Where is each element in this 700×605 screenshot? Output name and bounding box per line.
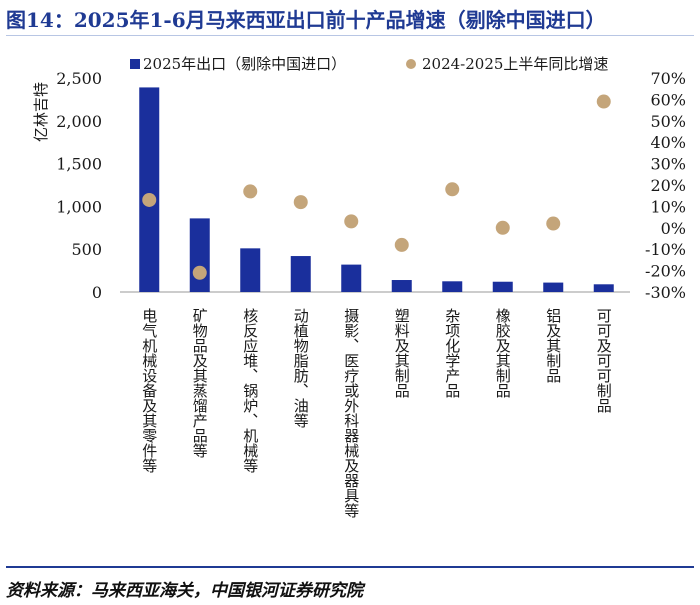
x-axis-categories: 电气机械设备及其零件等 矿物品及其蒸馏产品等 核反应堆、锅炉、机械等 动植物脂肪、油等… bbox=[140, 308, 613, 518]
bar-series bbox=[139, 87, 614, 292]
bar bbox=[442, 281, 463, 292]
bar bbox=[593, 284, 614, 292]
y-tick-label: 0 bbox=[92, 283, 102, 302]
y2-tick-label: 0% bbox=[661, 219, 686, 238]
x-category-label: 橡胶及其制品 bbox=[494, 308, 512, 398]
x-category-label: 杂项化学产品 bbox=[443, 308, 461, 398]
legend-bar-swatch bbox=[130, 59, 140, 69]
y2-tick-label: 70% bbox=[650, 69, 686, 88]
bar bbox=[492, 281, 513, 292]
bar bbox=[240, 248, 261, 292]
x-category-label: 动植物脂肪、油等 bbox=[292, 308, 310, 428]
y2-tick-label: 40% bbox=[650, 133, 686, 152]
y-tick-label: 2,000 bbox=[56, 112, 102, 131]
y-tick-label: 1,000 bbox=[56, 197, 102, 216]
x-category-label: 摄影、医疗或外科器械及器具等 bbox=[342, 308, 360, 518]
x-category-label: 电气机械设备及其零件等 bbox=[140, 308, 158, 473]
y-axis-left: 2,500 2,000 1,500 1,000 500 0 bbox=[56, 69, 102, 302]
bar bbox=[543, 282, 564, 292]
growth-dot bbox=[243, 184, 258, 199]
x-category-label: 矿物品及其蒸馏产品等 bbox=[191, 308, 209, 458]
x-category-label: 可可及可可制品 bbox=[595, 308, 613, 413]
y2-tick-label: -30% bbox=[645, 283, 686, 302]
growth-dot bbox=[596, 94, 611, 109]
bar bbox=[391, 280, 412, 292]
growth-dot bbox=[192, 265, 207, 280]
y2-tick-label: 60% bbox=[650, 90, 686, 109]
bar bbox=[341, 264, 362, 292]
growth-dot bbox=[142, 192, 157, 207]
bar bbox=[290, 256, 311, 292]
legend: 2025年出口（剔除中国进口） 2024-2025上半年同比增速 bbox=[130, 55, 608, 73]
chart: 2025年出口（剔除中国进口） 2024-2025上半年同比增速 亿林吉特 2,… bbox=[32, 55, 686, 518]
growth-dot bbox=[394, 237, 409, 252]
title-divider bbox=[6, 35, 694, 36]
y-tick-label: 1,500 bbox=[56, 155, 102, 174]
x-category-label: 铝及其制品 bbox=[544, 308, 562, 383]
growth-dot bbox=[445, 182, 460, 197]
bar bbox=[189, 218, 210, 292]
y2-tick-label: -10% bbox=[645, 240, 686, 259]
y-tick-label: 2,500 bbox=[56, 69, 102, 88]
growth-dot bbox=[546, 216, 561, 231]
dot-series bbox=[142, 94, 611, 280]
source-note: 资料来源：马来西亚海关，中国银河证券研究院 bbox=[6, 581, 363, 601]
footer-divider bbox=[6, 566, 694, 568]
x-category-label: 塑料及其制品 bbox=[393, 308, 411, 398]
bar bbox=[139, 87, 160, 292]
y2-tick-label: 20% bbox=[650, 176, 686, 195]
chart-title: 图14：2025年1-6月马来西亚出口前十产品增速（剔除中国进口） bbox=[6, 8, 606, 32]
legend-bar-label: 2025年出口（剔除中国进口） bbox=[143, 55, 346, 73]
legend-dot-label: 2024-2025上半年同比增速 bbox=[422, 55, 608, 73]
y2-tick-label: 30% bbox=[650, 155, 686, 174]
growth-dot bbox=[344, 214, 359, 229]
growth-dot bbox=[293, 195, 308, 210]
growth-dot bbox=[495, 220, 510, 235]
y-tick-label: 500 bbox=[71, 240, 102, 259]
x-category-label: 核反应堆、锅炉、机械等 bbox=[241, 308, 259, 473]
y-axis-right: 70% 60% 50% 40% 30% 20% 10% 0% -10% -20%… bbox=[645, 69, 686, 302]
y-axis-label: 亿林吉特 bbox=[32, 82, 50, 142]
legend-dot-swatch bbox=[406, 59, 416, 69]
y2-tick-label: -20% bbox=[645, 262, 686, 281]
y2-tick-label: 10% bbox=[650, 197, 686, 216]
y2-tick-label: 50% bbox=[650, 112, 686, 131]
